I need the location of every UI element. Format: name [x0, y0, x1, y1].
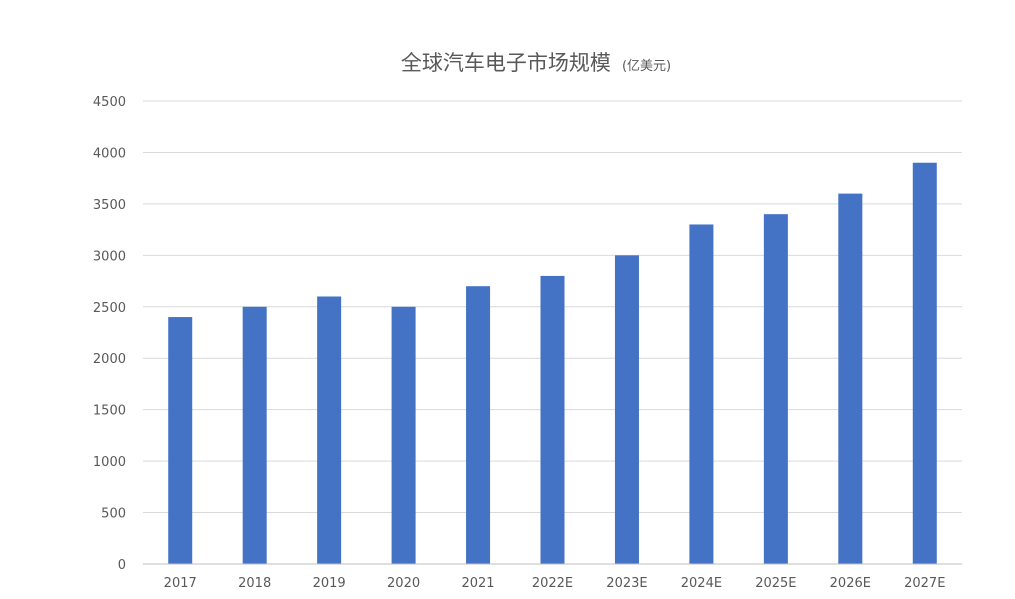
- y-tick-label: 4500: [93, 95, 126, 110]
- bar-2018: [242, 306, 267, 564]
- bar-2022E: [540, 275, 565, 564]
- x-tick-label: 2027E: [904, 576, 945, 591]
- x-tick-label: 2019: [313, 576, 346, 591]
- bar-2025E: [763, 214, 788, 564]
- y-tick-label: 500: [101, 507, 126, 522]
- y-tick-label: 1000: [93, 455, 126, 470]
- x-tick-label: 2017: [164, 576, 197, 591]
- x-tick-label: 2022E: [532, 576, 573, 591]
- chart-title-main: 全球汽车电子市场规模: [401, 51, 611, 75]
- x-tick-label: 2021: [461, 576, 494, 591]
- y-tick-label: 1500: [93, 404, 126, 419]
- y-tick-label: 3000: [93, 249, 126, 264]
- y-tick-label: 3500: [93, 198, 126, 213]
- bar-2019: [317, 296, 342, 564]
- x-tick-label: 2026E: [830, 576, 871, 591]
- chart-title: 全球汽车电子市场规模 (亿美元): [401, 51, 671, 75]
- y-tick-label: 2500: [93, 301, 126, 316]
- bars: [168, 162, 937, 565]
- y-tick-label: 4000: [93, 146, 126, 161]
- x-axis-ticks: 2017 2018 2019 2020 2021 2022E 2023E 2024E 2025E…: [164, 576, 946, 591]
- bar-2020: [391, 306, 416, 564]
- x-tick-label: 2025E: [755, 576, 796, 591]
- x-tick-label: 2024E: [681, 576, 722, 591]
- y-tick-label: 0: [118, 558, 126, 573]
- bar-2027E: [912, 162, 937, 564]
- bar-2017: [168, 317, 193, 564]
- y-tick-label: 2000: [93, 352, 126, 367]
- bar-2024E: [689, 224, 714, 564]
- y-axis-ticks: 0 500 1000 1500 2000 2500 3000 3500 4000 4500: [93, 95, 126, 573]
- bar-2026E: [838, 193, 863, 564]
- chart-title-unit: (亿美元): [622, 59, 671, 74]
- bar-2023E: [614, 255, 639, 565]
- x-tick-label: 2018: [238, 576, 271, 591]
- bar-2021: [466, 286, 491, 564]
- x-tick-label: 2020: [387, 576, 420, 591]
- x-tick-label: 2023E: [606, 576, 647, 591]
